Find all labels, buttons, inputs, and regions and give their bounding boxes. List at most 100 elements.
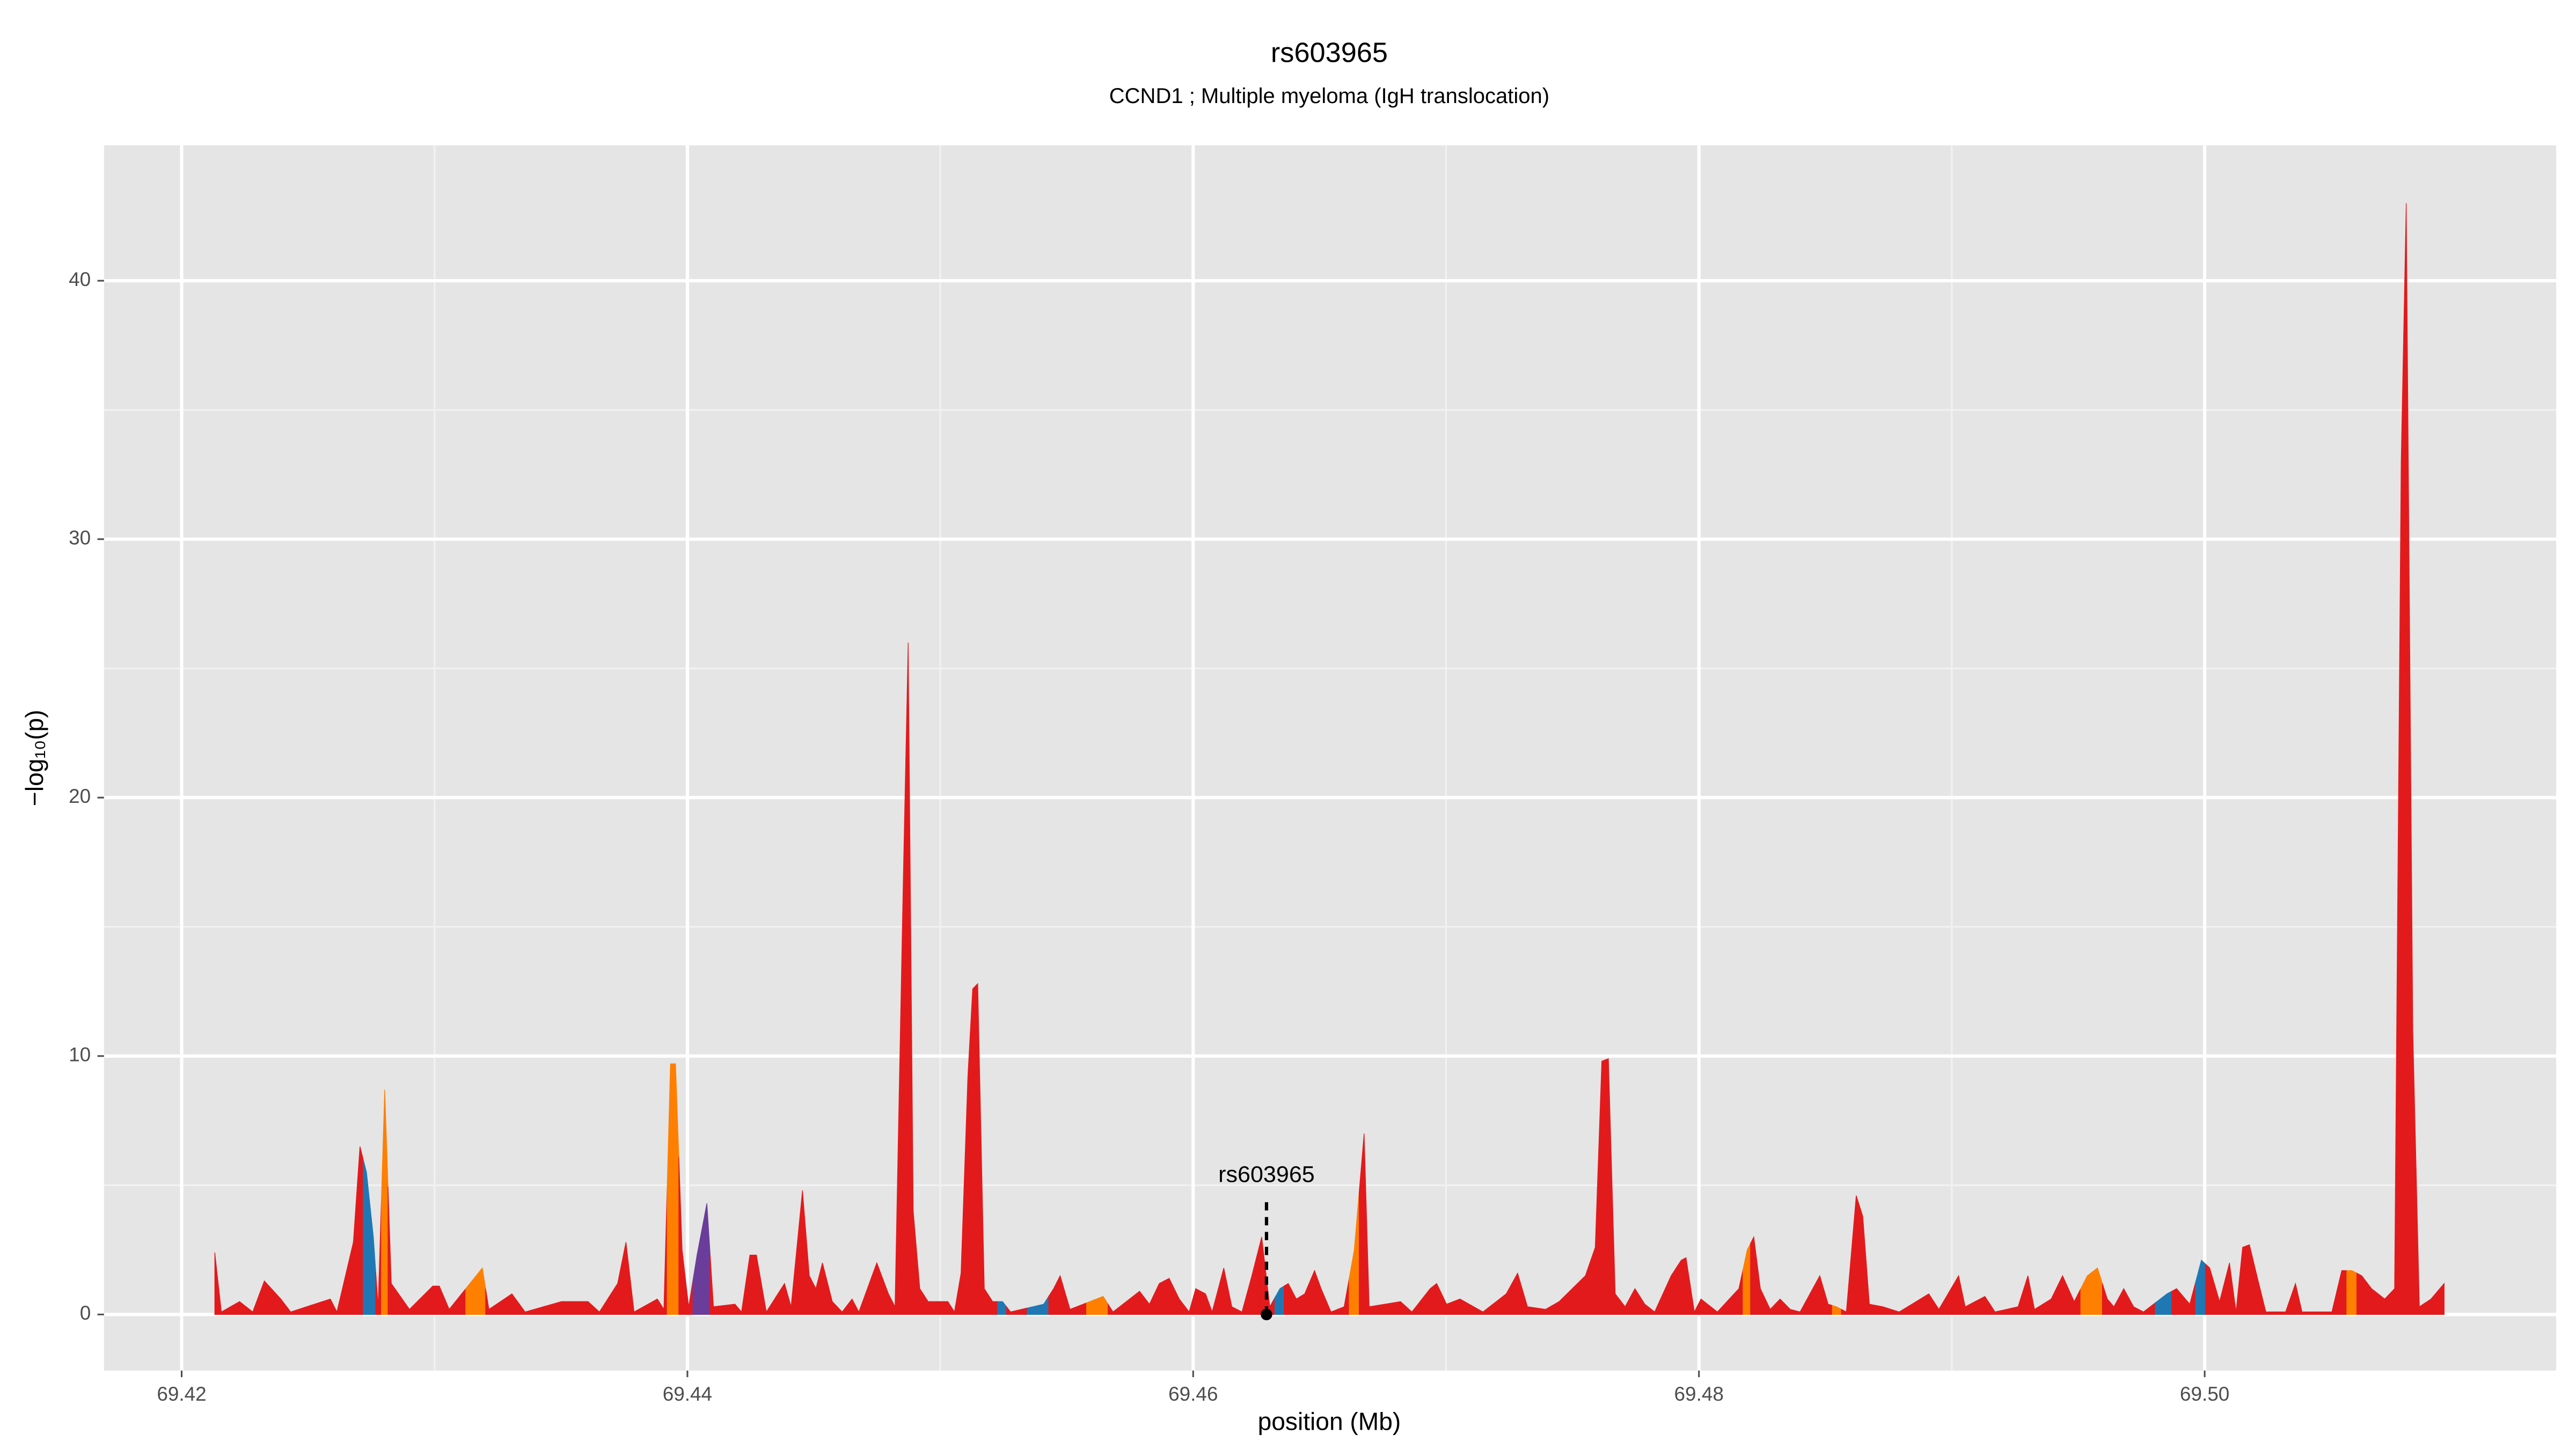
area-segment	[1850, 1195, 1860, 1315]
area-segment	[1974, 1296, 1990, 1315]
area-segment	[882, 1278, 892, 1315]
area-segment	[1743, 1243, 1751, 1315]
area-segment	[1728, 1269, 1744, 1315]
area-segment	[685, 1278, 693, 1315]
area-segment	[2346, 1270, 2358, 1315]
area-segment	[975, 983, 982, 1315]
area-segment	[678, 1157, 686, 1315]
area-segment	[2092, 1267, 2103, 1315]
area-segment	[997, 1301, 1007, 1315]
area-segment	[1572, 1261, 1591, 1315]
area-segment	[1317, 1279, 1327, 1315]
area-segment	[485, 1289, 501, 1315]
area-segment	[2155, 1290, 2172, 1315]
area-segment	[916, 1249, 925, 1315]
x-tick-label: 69.50	[2180, 1383, 2229, 1405]
area-segment	[2042, 1287, 2058, 1315]
area-segment	[970, 985, 976, 1315]
area-segment	[2239, 1245, 2246, 1315]
area-segment	[891, 1091, 900, 1315]
area-segment	[1913, 1293, 1935, 1315]
area-segment	[1876, 1305, 1892, 1315]
area-segment	[421, 1285, 437, 1315]
area-segment	[387, 1186, 401, 1315]
area-segment	[812, 1275, 820, 1315]
annotation-label: rs603965	[1218, 1161, 1315, 1187]
area-segment	[1292, 1291, 1301, 1315]
area-segment	[1056, 1275, 1066, 1315]
area-segment	[709, 1255, 725, 1315]
area-segment	[2031, 1292, 2044, 1315]
area-segment	[752, 1254, 762, 1315]
area-segment	[2316, 1291, 2337, 1315]
area-segment	[1832, 1305, 1842, 1315]
area-segment	[1675, 1258, 1684, 1315]
area-segment	[1611, 1176, 1621, 1315]
area-segment	[217, 1282, 231, 1315]
area-segment	[465, 1267, 486, 1315]
area-segment	[2171, 1288, 2184, 1315]
area-segment	[1274, 1285, 1285, 1315]
area-segment	[1620, 1297, 1630, 1315]
area-segment	[2195, 1260, 2206, 1315]
area-segment	[1649, 1293, 1664, 1315]
area-segment	[345, 1194, 357, 1315]
area-segment	[1227, 1287, 1238, 1315]
area-segment	[910, 927, 917, 1315]
area-segment	[867, 1262, 883, 1315]
x-axis-label: position (Mb)	[1258, 1407, 1401, 1435]
area-segment	[500, 1293, 519, 1315]
area-segment	[1471, 1302, 1495, 1315]
area-segment	[837, 1304, 848, 1315]
area-segment	[1163, 1278, 1175, 1315]
area-segment	[667, 1063, 674, 1315]
area-segment	[1689, 1284, 1698, 1315]
area-segment	[1824, 1290, 1833, 1315]
area-segment	[723, 1304, 739, 1315]
area-segment	[660, 1186, 668, 1315]
area-segment	[2261, 1295, 2277, 1315]
x-tick-label: 69.48	[1674, 1383, 1724, 1405]
y-tick-label: 40	[69, 268, 91, 290]
area-segment	[1406, 1299, 1422, 1315]
area-segment	[1284, 1283, 1293, 1315]
area-segment	[2298, 1297, 2317, 1315]
area-segment	[1421, 1285, 1434, 1315]
area-segment	[2245, 1244, 2254, 1315]
area-segment	[2006, 1291, 2024, 1315]
area-segment	[2068, 1288, 2081, 1315]
area-segment	[1144, 1293, 1155, 1315]
area-segment	[1349, 1191, 1360, 1315]
area-segment	[1522, 1290, 1537, 1315]
area-segment	[898, 758, 906, 1315]
area-segment	[1709, 1299, 1729, 1315]
area-segment	[1697, 1298, 1710, 1315]
area-segment	[1441, 1293, 1454, 1315]
area-segment	[1246, 1256, 1257, 1315]
area-segment	[806, 1233, 813, 1315]
area-segment	[1757, 1262, 1766, 1315]
area-segment	[827, 1282, 838, 1315]
area-segment	[1865, 1260, 1877, 1315]
area-segment	[2080, 1271, 2093, 1315]
area-segment	[775, 1283, 788, 1315]
area-segment	[855, 1287, 868, 1315]
area-segment	[1590, 1154, 1599, 1315]
area-segment	[1640, 1295, 1650, 1315]
area-segment	[1989, 1303, 2007, 1315]
area-segment	[1962, 1291, 1975, 1315]
area-segment	[738, 1283, 747, 1315]
y-tick-label: 30	[69, 526, 91, 548]
area-segment	[988, 1294, 998, 1315]
area-segment	[2110, 1297, 2119, 1315]
area-segment	[1183, 1300, 1193, 1315]
area-segment	[1433, 1283, 1442, 1315]
area-segment	[1154, 1280, 1165, 1315]
area-segment	[1859, 1205, 1867, 1315]
y-tick-label: 20	[69, 785, 91, 807]
area-segment	[2437, 1282, 2445, 1315]
area-segment	[435, 1285, 445, 1315]
area-segment	[1552, 1287, 1573, 1315]
area-segment	[1174, 1288, 1185, 1315]
